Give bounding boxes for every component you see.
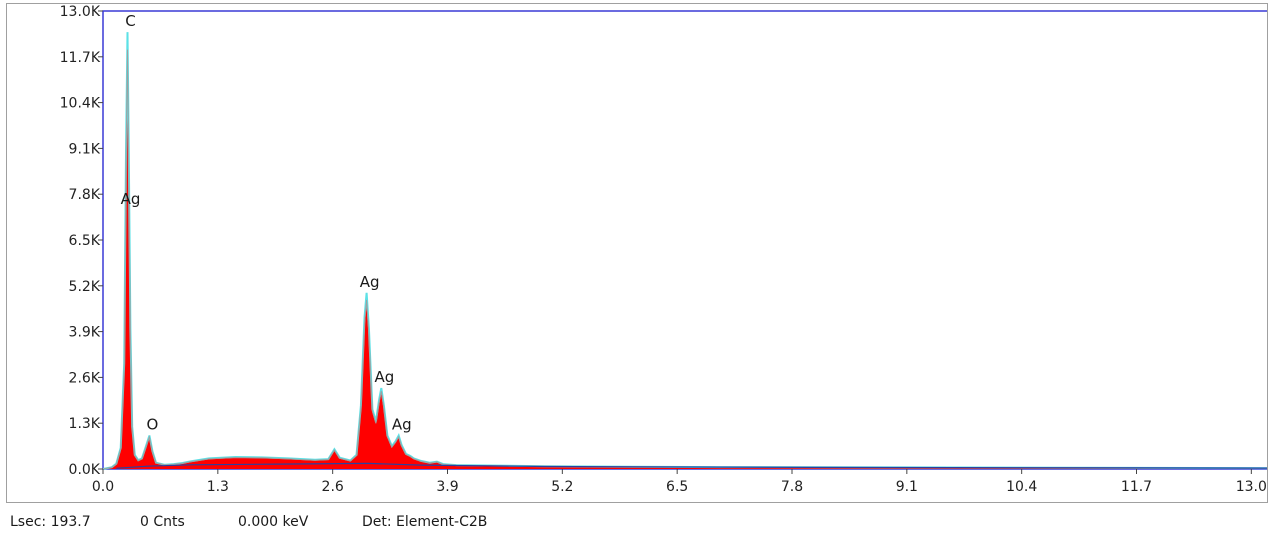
spectrum-fill <box>103 32 1267 469</box>
peak-label-ag: Ag <box>374 368 394 386</box>
peak-label-ag: Ag <box>360 273 380 291</box>
x-tick-label: 11.7 <box>1121 479 1152 495</box>
x-tick-label: 3.9 <box>436 479 458 495</box>
energy-readout: 0.000 keV <box>238 514 309 530</box>
y-tick-label: 7.8K <box>69 187 101 203</box>
peak-label-ag: Ag <box>392 416 412 434</box>
spectrum-outline <box>102 32 1267 470</box>
y-tick-label: 5.2K <box>69 279 101 295</box>
eds-spectrum-chart: 0.0K 1.3K 2.6K 3.9K 5.2K 6.5K 7.8K 9.1K 10.4K 11.… <box>60 4 1267 495</box>
plot-area-border <box>102 10 1267 470</box>
y-tick-label: 3.9K <box>69 325 101 341</box>
x-tick-label: 7.8 <box>781 479 803 495</box>
x-tick-label: 6.5 <box>666 479 688 495</box>
x-tick-label: 2.6 <box>322 479 344 495</box>
y-tick-label: 9.1K <box>69 141 101 157</box>
x-tick-label: 9.1 <box>896 479 918 495</box>
counts-readout: 0 Cnts <box>140 514 185 530</box>
live-seconds-readout: Lsec: 193.7 <box>10 514 91 530</box>
x-tick-label: 13.0 <box>1236 479 1267 495</box>
detector-readout: Det: Element-C2B <box>362 514 488 530</box>
y-tick-label: 11.7K <box>60 50 101 66</box>
x-tick-label: 5.2 <box>551 479 573 495</box>
x-tick-label: 10.4 <box>1006 479 1037 495</box>
y-tick-label: 2.6K <box>69 370 101 386</box>
background-trace <box>116 462 1267 469</box>
y-tick-label: 0.0K <box>69 462 101 478</box>
spectrum-fit-line <box>102 49 1267 470</box>
y-tick-label: 1.3K <box>69 416 101 432</box>
x-tick-label: 0.0 <box>92 479 114 495</box>
x-tick-label: 1.3 <box>207 479 229 495</box>
peak-label-ag: Ag <box>121 190 141 208</box>
y-tick-label: 6.5K <box>69 233 101 249</box>
peak-label-c: C <box>125 12 135 30</box>
y-tick-label: 13.0K <box>60 4 101 20</box>
peak-label-o: O <box>146 416 158 434</box>
spectrum-panel: 0.0K 1.3K 2.6K 3.9K 5.2K 6.5K 7.8K 9.1K 10.4K 11.… <box>6 3 1268 503</box>
y-tick-label: 10.4K <box>60 96 101 112</box>
